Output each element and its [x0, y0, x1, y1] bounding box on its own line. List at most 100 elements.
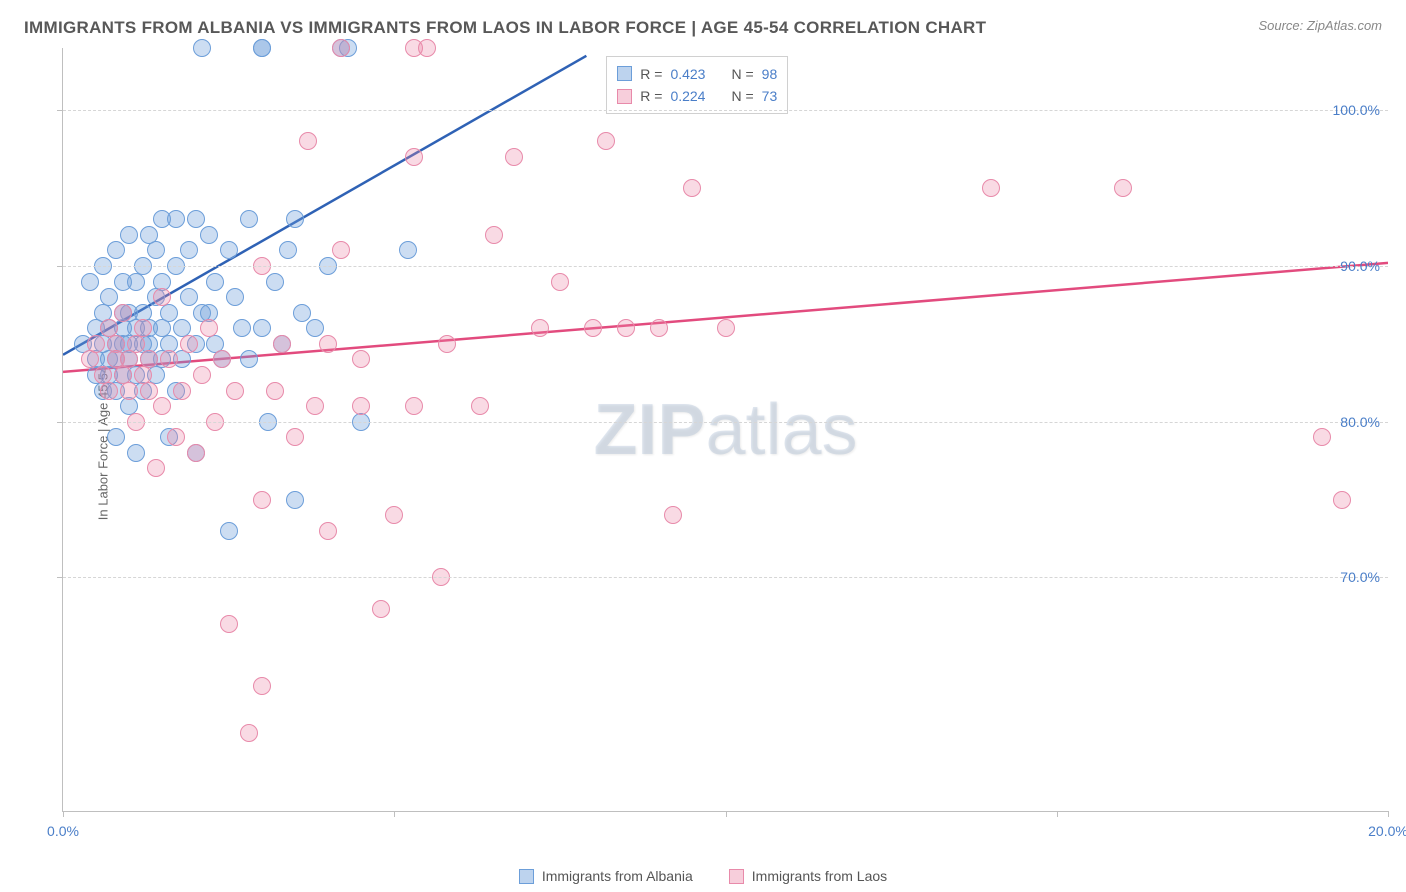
scatter-point [187, 444, 205, 462]
scatter-point [107, 335, 125, 353]
scatter-point [160, 335, 178, 353]
scatter-point [240, 350, 258, 368]
y-tick-mark [57, 577, 63, 578]
scatter-point [352, 397, 370, 415]
x-tick-mark [394, 811, 395, 817]
scatter-point [100, 366, 118, 384]
scatter-point [87, 335, 105, 353]
scatter-point [87, 366, 105, 384]
gridline-h [63, 422, 1388, 423]
scatter-point [173, 382, 191, 400]
y-tick-label: 90.0% [1340, 258, 1380, 274]
scatter-point [114, 273, 132, 291]
trend-line [63, 56, 586, 355]
x-tick-mark [63, 811, 64, 817]
scatter-point [200, 304, 218, 322]
scatter-point [233, 319, 251, 337]
scatter-point [147, 288, 165, 306]
x-tick-mark [1388, 811, 1389, 817]
scatter-point [114, 366, 132, 384]
scatter-point [286, 428, 304, 446]
scatter-point [147, 241, 165, 259]
scatter-point [167, 382, 185, 400]
scatter-point [485, 226, 503, 244]
scatter-point [597, 132, 615, 150]
scatter-point [683, 179, 701, 197]
scatter-point [306, 397, 324, 415]
scatter-point [120, 350, 138, 368]
stats-row: R =0.423N =98 [617, 63, 777, 85]
scatter-point [120, 397, 138, 415]
scatter-point [87, 350, 105, 368]
y-tick-mark [57, 422, 63, 423]
r-value: 0.224 [670, 85, 705, 107]
scatter-point [153, 350, 171, 368]
scatter-point [220, 241, 238, 259]
scatter-point [120, 382, 138, 400]
scatter-point [531, 319, 549, 337]
scatter-point [134, 382, 152, 400]
scatter-point [306, 319, 324, 337]
y-tick-label: 70.0% [1340, 569, 1380, 585]
scatter-point [352, 350, 370, 368]
scatter-point [266, 382, 284, 400]
scatter-point [81, 273, 99, 291]
scatter-point [153, 397, 171, 415]
scatter-point [273, 335, 291, 353]
bottom-legend: Immigrants from AlbaniaImmigrants from L… [0, 868, 1406, 884]
x-tick-mark [726, 811, 727, 817]
scatter-point [140, 335, 158, 353]
scatter-point [226, 382, 244, 400]
scatter-point [114, 319, 132, 337]
scatter-point [120, 350, 138, 368]
x-tick-label: 0.0% [47, 823, 79, 839]
scatter-point [100, 319, 118, 337]
scatter-point [286, 210, 304, 228]
scatter-point [319, 522, 337, 540]
scatter-point [107, 382, 125, 400]
scatter-point [134, 304, 152, 322]
scatter-point [206, 335, 224, 353]
scatter-point [114, 304, 132, 322]
scatter-point [200, 319, 218, 337]
scatter-point [114, 335, 132, 353]
scatter-point [74, 335, 92, 353]
scatter-point [187, 335, 205, 353]
legend-swatch [729, 869, 744, 884]
scatter-point [187, 210, 205, 228]
gridline-h [63, 110, 1388, 111]
scatter-point [319, 335, 337, 353]
scatter-point [664, 506, 682, 524]
n-label: N = [731, 85, 753, 107]
scatter-point [100, 288, 118, 306]
scatter-point [240, 724, 258, 742]
scatter-point [100, 382, 118, 400]
r-label: R = [640, 85, 662, 107]
scatter-point [286, 491, 304, 509]
y-tick-label: 80.0% [1340, 414, 1380, 430]
scatter-point [153, 319, 171, 337]
scatter-point [127, 273, 145, 291]
scatter-point [372, 600, 390, 618]
y-tick-label: 100.0% [1333, 102, 1380, 118]
legend-swatch [519, 869, 534, 884]
scatter-point [94, 366, 112, 384]
scatter-point [140, 350, 158, 368]
scatter-point [385, 506, 403, 524]
scatter-point [213, 350, 231, 368]
scatter-point [134, 319, 152, 337]
chart-container: IMMIGRANTS FROM ALBANIA VS IMMIGRANTS FR… [0, 0, 1406, 892]
legend-label: Immigrants from Laos [752, 868, 887, 884]
stats-legend-box: R =0.423N =98R =0.224N =73 [606, 56, 788, 115]
scatter-point [153, 288, 171, 306]
scatter-point [94, 382, 112, 400]
scatter-point [253, 491, 271, 509]
scatter-point [332, 241, 350, 259]
scatter-point [187, 444, 205, 462]
scatter-point [200, 226, 218, 244]
scatter-point [584, 319, 602, 337]
scatter-point [107, 335, 125, 353]
scatter-point [107, 428, 125, 446]
scatter-point [160, 350, 178, 368]
scatter-point [438, 335, 456, 353]
